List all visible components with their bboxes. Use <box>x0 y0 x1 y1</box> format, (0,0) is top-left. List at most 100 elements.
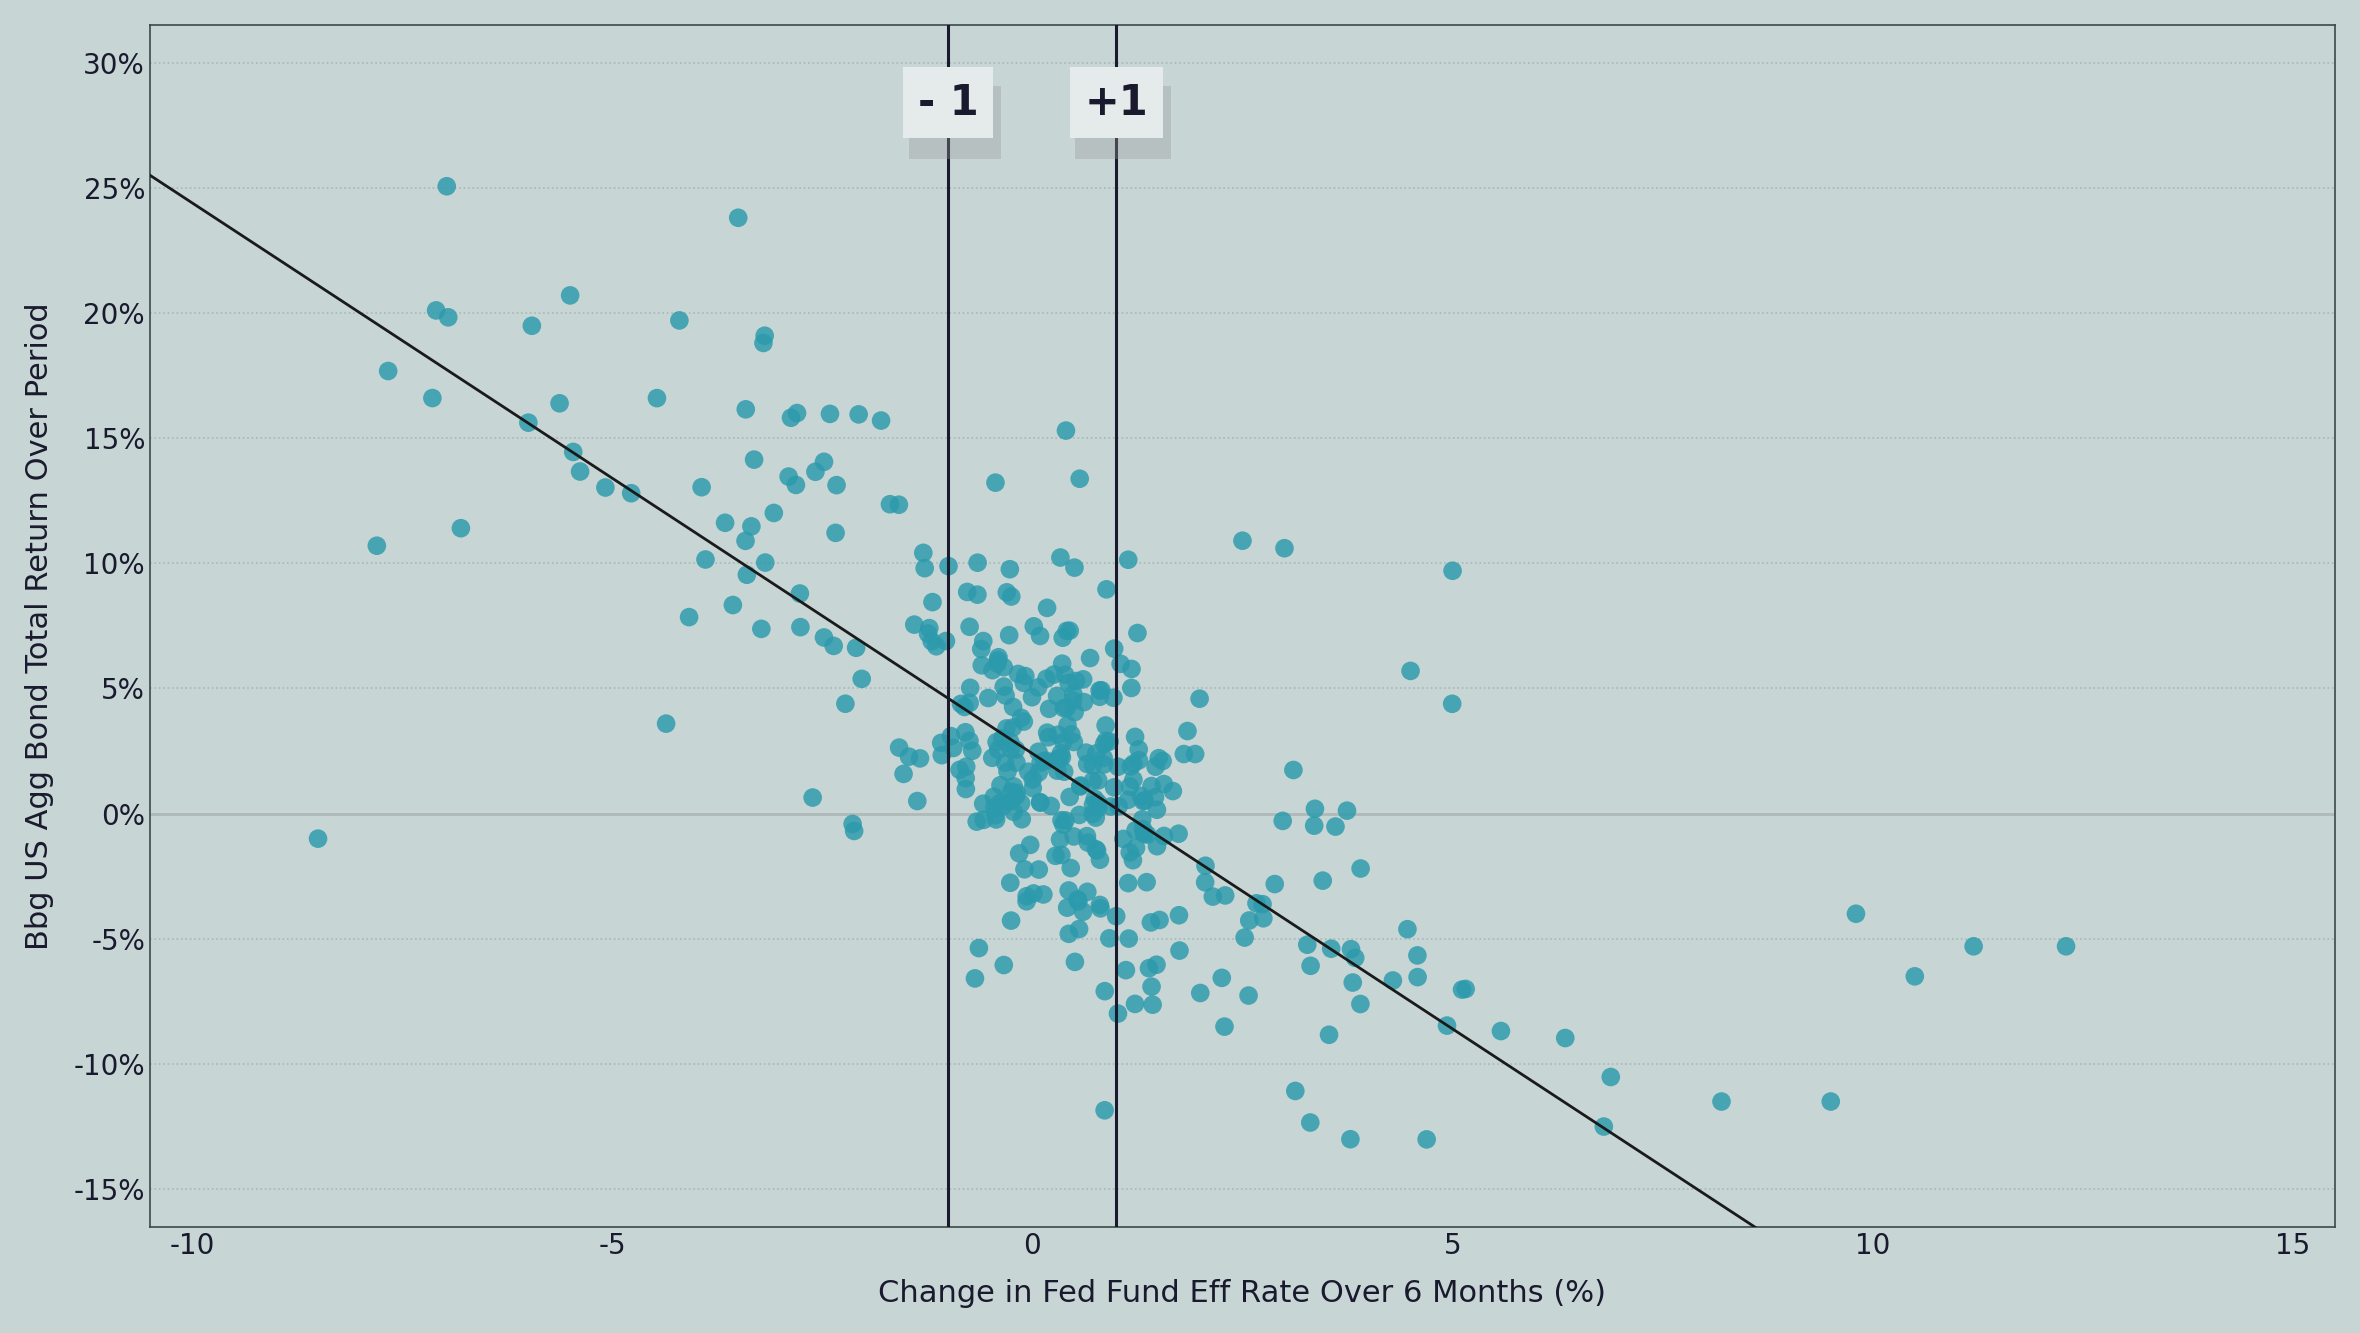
Point <box>1109 928 1147 949</box>
Point <box>880 495 918 516</box>
Point <box>1020 741 1057 762</box>
Point <box>1121 749 1159 770</box>
Point <box>368 360 406 381</box>
Point <box>1012 686 1050 708</box>
Point <box>1010 761 1048 782</box>
Point <box>1159 822 1197 844</box>
Point <box>1005 672 1043 693</box>
Point <box>779 403 817 424</box>
Point <box>1043 627 1081 648</box>
Point <box>1086 1100 1123 1121</box>
Point <box>1043 809 1081 830</box>
Point <box>989 761 1027 782</box>
Point <box>1074 754 1112 776</box>
Point <box>1702 1090 1739 1112</box>
Point <box>1225 926 1263 948</box>
Point <box>1812 1090 1850 1112</box>
Point <box>1050 924 1088 945</box>
Point <box>965 809 1003 830</box>
Point <box>1482 1020 1520 1041</box>
Point <box>1071 648 1109 669</box>
Point <box>994 717 1031 738</box>
Point <box>994 585 1031 607</box>
Point <box>1312 938 1350 960</box>
Point <box>1086 754 1123 776</box>
Point <box>904 543 942 564</box>
Point <box>979 647 1017 668</box>
Text: +1: +1 <box>1086 81 1149 124</box>
Point <box>1015 882 1053 904</box>
Point <box>1182 982 1220 1004</box>
Point <box>1154 780 1192 801</box>
Point <box>1012 834 1050 856</box>
Point <box>977 809 1015 830</box>
Point <box>812 403 850 424</box>
Point <box>1081 686 1119 708</box>
Point <box>1340 993 1378 1014</box>
Point <box>991 872 1029 893</box>
Point <box>1015 769 1053 790</box>
Point <box>1045 664 1083 685</box>
Text: +1: +1 <box>1090 101 1154 144</box>
Point <box>1045 810 1083 832</box>
Point <box>1045 761 1083 782</box>
Point <box>970 688 1008 709</box>
Point <box>1836 902 1874 924</box>
Point <box>991 738 1029 760</box>
Point <box>1088 730 1126 752</box>
Point <box>1140 748 1178 769</box>
Point <box>1206 1016 1244 1037</box>
Point <box>1069 753 1107 774</box>
Point <box>1031 698 1069 720</box>
Point <box>1138 756 1175 777</box>
Point <box>1161 905 1199 926</box>
X-axis label: Change in Fed Fund Eff Rate Over 6 Months (%): Change in Fed Fund Eff Rate Over 6 Month… <box>878 1278 1607 1308</box>
Point <box>1036 845 1074 866</box>
Point <box>1433 693 1470 714</box>
Point <box>1067 742 1104 764</box>
Point <box>1076 742 1114 764</box>
Point <box>991 910 1029 932</box>
Point <box>906 557 944 579</box>
Point <box>1088 579 1126 600</box>
Point <box>1296 798 1333 820</box>
Point <box>1274 760 1312 781</box>
Point <box>1022 792 1060 813</box>
Point <box>746 552 784 573</box>
Point <box>1291 956 1329 977</box>
Point <box>986 685 1024 706</box>
Point <box>1005 710 1043 732</box>
Point <box>951 677 989 698</box>
Point <box>1041 748 1079 769</box>
Point <box>1166 744 1204 765</box>
Point <box>951 616 989 637</box>
Point <box>975 786 1012 808</box>
Point <box>1100 796 1138 817</box>
Point <box>1109 549 1147 571</box>
Point <box>1126 824 1163 845</box>
Point <box>1265 810 1303 832</box>
Point <box>963 655 1001 676</box>
Point <box>1055 826 1093 848</box>
Point <box>1121 738 1159 760</box>
Point <box>1055 701 1093 722</box>
Y-axis label: Bbg US Agg Bond Total Return Over Period: Bbg US Agg Bond Total Return Over Period <box>26 303 54 949</box>
Point <box>1331 1129 1369 1150</box>
Point <box>1008 885 1045 906</box>
Point <box>1060 918 1097 940</box>
Point <box>946 778 984 800</box>
Point <box>1194 886 1232 908</box>
Point <box>958 810 996 832</box>
Point <box>1116 726 1154 748</box>
Point <box>984 728 1022 749</box>
Point <box>1310 1024 1348 1045</box>
Point <box>1244 893 1281 914</box>
Point <box>946 696 984 717</box>
Point <box>1244 908 1281 929</box>
Point <box>1095 686 1133 708</box>
Point <box>1138 836 1175 857</box>
Point <box>989 581 1027 603</box>
Point <box>772 407 809 428</box>
Point <box>1296 814 1333 836</box>
Point <box>1133 912 1171 933</box>
